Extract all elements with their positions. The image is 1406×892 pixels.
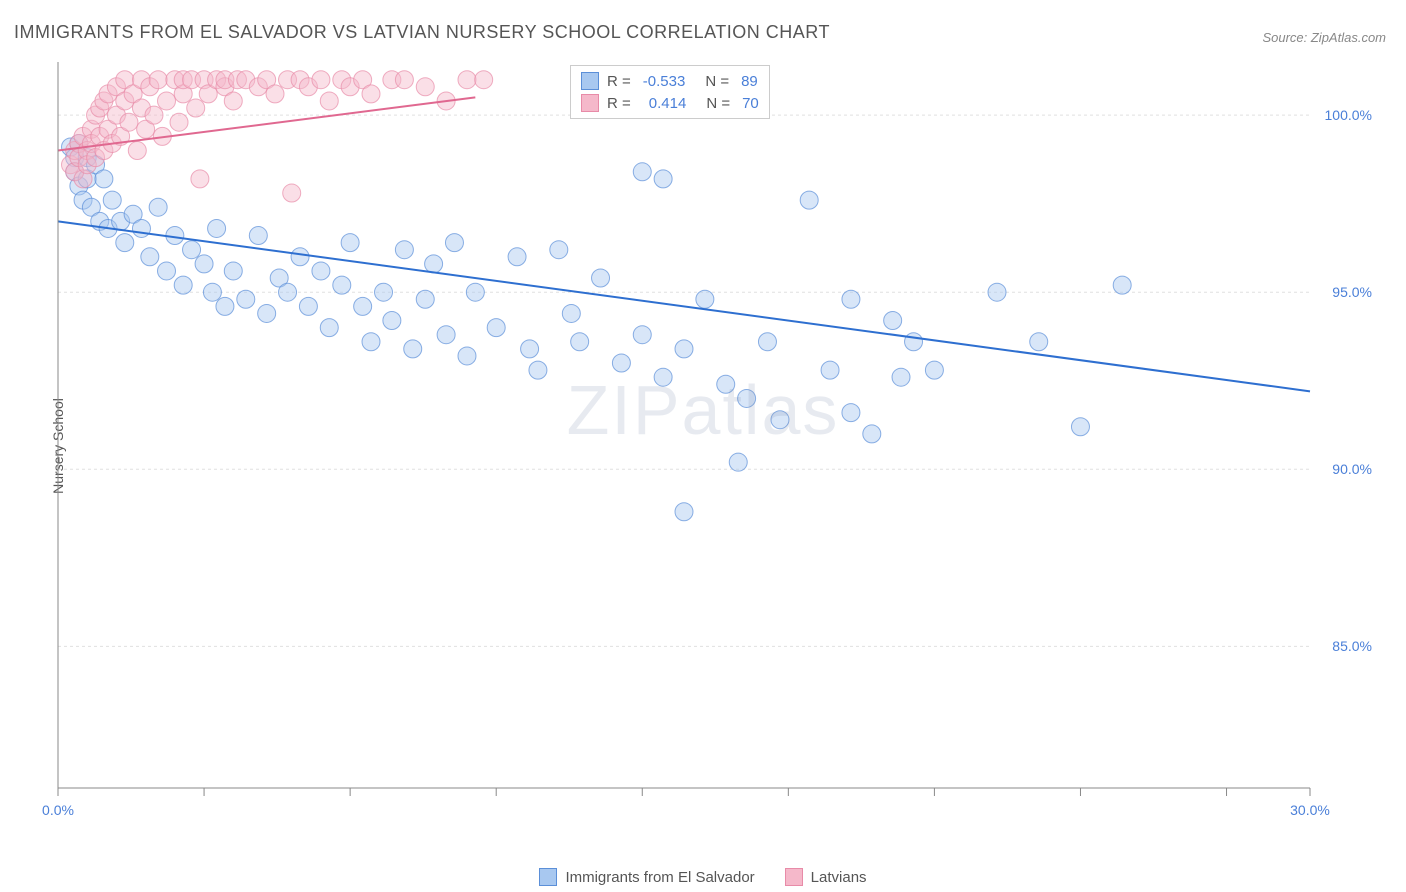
legend-item-latvians: Latvians xyxy=(785,868,867,886)
x-tick-label: 0.0% xyxy=(42,802,74,818)
y-tick-label: 85.0% xyxy=(1332,638,1372,654)
source-attribution: Source: ZipAtlas.com xyxy=(1262,30,1386,45)
r-label: R = xyxy=(607,73,631,90)
legend-row-latvians: R = 0.414 N = 70 xyxy=(581,92,759,114)
n-label: N = xyxy=(706,95,730,112)
swatch-latvians xyxy=(785,868,803,886)
correlation-legend: R = -0.533 N = 89 R = 0.414 N = 70 xyxy=(570,65,770,119)
y-tick-label: 95.0% xyxy=(1332,284,1372,300)
chart-title: IMMIGRANTS FROM EL SALVADOR VS LATVIAN N… xyxy=(14,22,830,43)
n-label: N = xyxy=(705,73,729,90)
legend-item-el-salvador: Immigrants from El Salvador xyxy=(539,868,754,886)
r-value-latvians: 0.414 xyxy=(649,95,687,112)
r-label: R = xyxy=(607,95,631,112)
series-legend: Immigrants from El Salvador Latvians xyxy=(0,868,1406,886)
n-value-el-salvador: 89 xyxy=(741,73,758,90)
r-value-el-salvador: -0.533 xyxy=(643,73,686,90)
swatch-latvians xyxy=(581,94,599,112)
swatch-el-salvador xyxy=(539,868,557,886)
chart-area: 0.0%30.0% 85.0%90.0%95.0%100.0% xyxy=(50,58,1390,828)
scatter-plot xyxy=(50,58,1390,828)
legend-row-el-salvador: R = -0.533 N = 89 xyxy=(581,70,759,92)
y-tick-label: 100.0% xyxy=(1325,107,1372,123)
legend-label-el-salvador: Immigrants from El Salvador xyxy=(565,869,754,886)
n-value-latvians: 70 xyxy=(742,95,759,112)
y-tick-label: 90.0% xyxy=(1332,461,1372,477)
legend-label-latvians: Latvians xyxy=(811,869,867,886)
swatch-el-salvador xyxy=(581,72,599,90)
x-tick-label: 30.0% xyxy=(1290,802,1330,818)
